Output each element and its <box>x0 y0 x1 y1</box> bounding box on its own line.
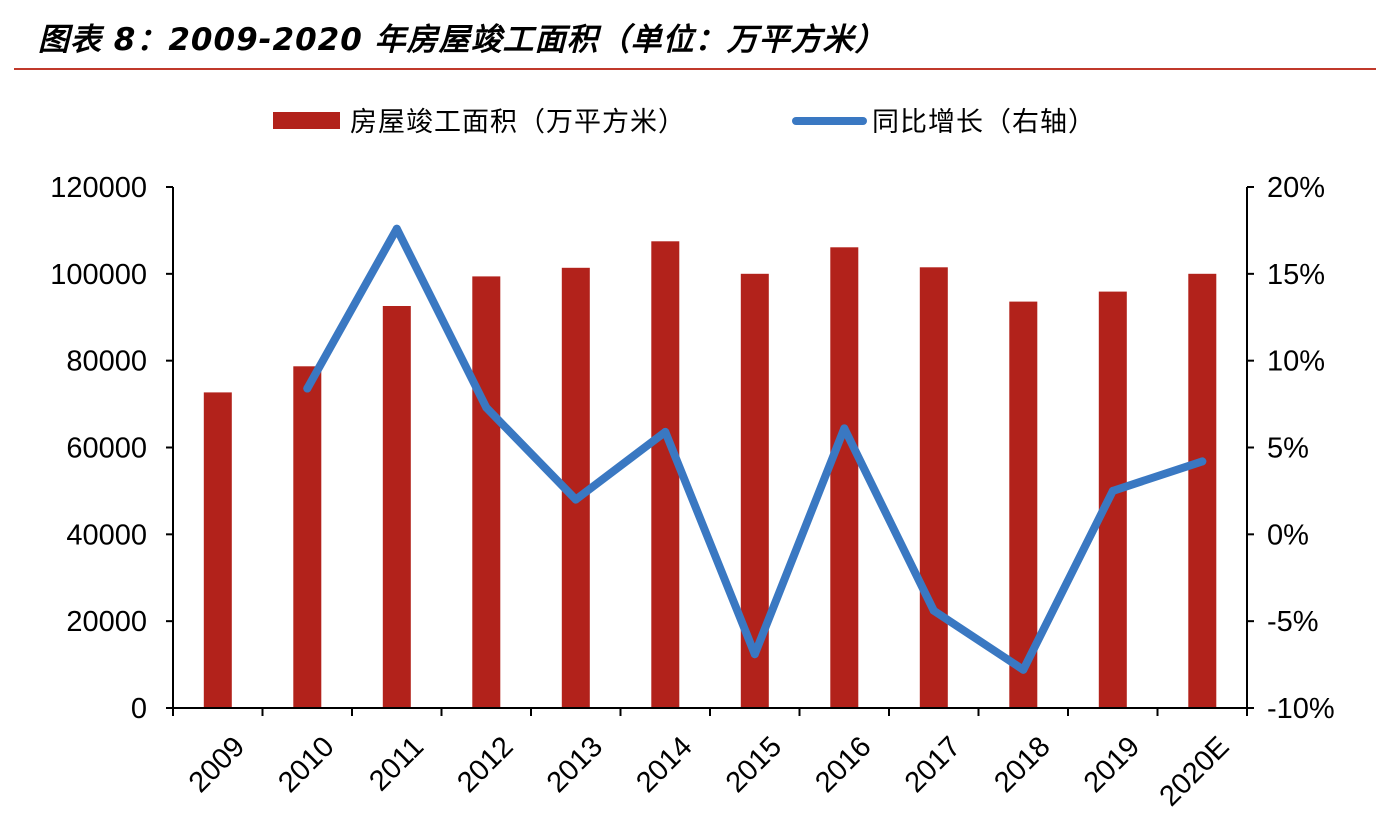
x-axis-tick-label: 2018 <box>988 731 1056 799</box>
growth-point-2010 <box>303 384 312 393</box>
growth-point-2018 <box>1019 665 1028 674</box>
right-axis-tick-label: 20% <box>1267 172 1325 204</box>
left-axis-tick-label: 120000 <box>50 172 147 204</box>
title-divider <box>14 68 1376 70</box>
chart-title: 图表 8：2009-2020 年房屋竣工面积（单位：万平方米） <box>38 22 887 58</box>
x-axis-tick-label: 2012 <box>451 731 519 799</box>
x-axis-tick-label: 2020E <box>1154 731 1236 813</box>
legend: 房屋竣工面积（万平方米） 同比增长（右轴） <box>273 107 1096 138</box>
growth-point-2019 <box>1108 486 1117 495</box>
legend-bar-swatch <box>273 112 340 129</box>
growth-point-2016 <box>840 424 849 433</box>
right-axis-tick-label: 10% <box>1267 346 1325 378</box>
x-axis-tick-label: 2016 <box>809 731 877 799</box>
growth-point-2017 <box>929 606 938 615</box>
x-axis-tick-label: 2017 <box>899 731 967 799</box>
line-series <box>303 224 1207 674</box>
left-axis-tick-label: 80000 <box>66 346 147 378</box>
x-axis-tick-label: 2019 <box>1078 731 1146 799</box>
legend-bar-label: 房屋竣工面积（万平方米） <box>350 107 686 138</box>
x-axis-tick-label: 2010 <box>272 731 340 799</box>
growth-point-2020e <box>1198 457 1207 466</box>
x-axis-tick-label: 2013 <box>541 731 609 799</box>
bar-2010 <box>293 366 322 708</box>
growth-point-2015 <box>750 650 759 659</box>
x-axis-tick-label: 2014 <box>630 731 698 799</box>
left-axis-tick-label: 0 <box>131 693 147 725</box>
legend-line-label: 同比增长（右轴） <box>872 107 1096 138</box>
right-axis-tick-label: 0% <box>1267 519 1309 551</box>
bar-series <box>203 241 1217 709</box>
growth-point-2014 <box>661 427 670 436</box>
bar-2012 <box>472 276 501 708</box>
right-axis-tick-label: -5% <box>1267 606 1319 638</box>
growth-point-2013 <box>571 495 580 504</box>
bar-2009 <box>203 392 232 708</box>
bar-2017 <box>919 267 948 708</box>
x-axis-tick-label: 2015 <box>720 731 788 799</box>
growth-point-2012 <box>482 403 491 412</box>
bar-2020e <box>1188 273 1217 708</box>
growth-point-2011 <box>392 224 401 233</box>
bar-2016 <box>830 247 859 709</box>
right-axis-tick-label: 5% <box>1267 433 1309 465</box>
left-axis-tick-label: 100000 <box>50 259 147 291</box>
x-axis-tick-label: 2009 <box>183 731 251 799</box>
bar-2015 <box>740 273 769 708</box>
left-axis-tick-label: 40000 <box>66 519 147 551</box>
bar-2014 <box>651 241 680 709</box>
right-axis-tick-label: 15% <box>1267 259 1325 291</box>
x-axis-tick-label: 2011 <box>363 731 430 798</box>
bar-2011 <box>382 306 411 708</box>
bar-2018 <box>1009 301 1038 708</box>
left-axis-tick-label: 20000 <box>66 606 147 638</box>
right-axis-tick-label: -10% <box>1267 693 1335 725</box>
left-axis-tick-label: 60000 <box>66 433 147 465</box>
